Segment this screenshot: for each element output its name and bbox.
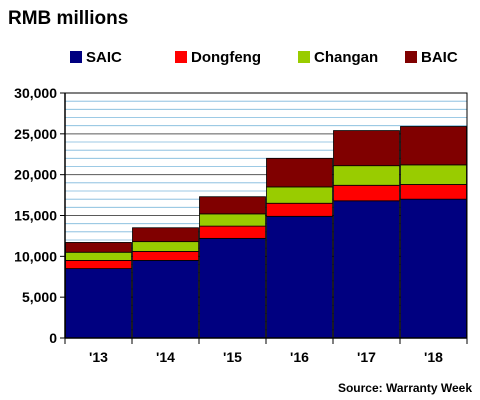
- x-tick-label: '17: [357, 349, 376, 365]
- x-tick-label: '16: [290, 349, 309, 365]
- bar-segment-changan-2: [199, 213, 266, 227]
- bar-segment-baic-3: [266, 157, 333, 188]
- bar-segment-dongfeng-0: [65, 260, 132, 269]
- x-tick-label: '15: [223, 349, 242, 365]
- bar-segment-saic-0: [65, 268, 132, 339]
- legend-swatch-saic: [70, 51, 82, 63]
- legend-swatch-changan: [298, 51, 310, 63]
- y-tick-label: 30,000: [14, 85, 57, 101]
- x-axis-ticks: '13 '14 '15 '16 '17 '18: [64, 338, 468, 365]
- bar-segment-dongfeng-3: [266, 202, 333, 217]
- bar-segment-dongfeng-4: [333, 184, 400, 202]
- bar-segment-baic-1: [132, 227, 199, 243]
- bar-segment-changan-4: [333, 165, 400, 186]
- bar-segment-dongfeng-5: [400, 184, 467, 200]
- y-tick-label: 25,000: [14, 126, 57, 142]
- bar-segment-changan-5: [400, 164, 467, 185]
- gridlines: [65, 92, 467, 339]
- x-tick-label: '13: [89, 349, 108, 365]
- y-tick-label: 5,000: [22, 289, 57, 305]
- bar-segment-dongfeng-1: [132, 251, 199, 261]
- bar-segment-saic-2: [199, 237, 266, 339]
- bar-segment-baic-4: [333, 130, 400, 167]
- y-axis-ticks: 0 5,000 10,000 15,000 20,000 25,000 30,000: [14, 85, 65, 346]
- bar-segment-changan-3: [266, 186, 333, 204]
- y-tick-label: 0: [49, 330, 57, 346]
- legend-label-saic: SAIC: [86, 49, 122, 66]
- x-tick-label: '18: [424, 349, 443, 365]
- legend: SAIC Dongfeng Changan BAIC: [70, 49, 458, 66]
- y-tick-label: 20,000: [14, 167, 57, 183]
- bar-segment-dongfeng-2: [199, 225, 266, 239]
- bar-segment-baic-5: [400, 126, 467, 166]
- y-tick-label: 15,000: [14, 208, 57, 224]
- bar-segment-baic-2: [199, 196, 266, 215]
- bars: [65, 126, 467, 339]
- bar-segment-saic-1: [132, 260, 199, 339]
- bar-segment-saic-4: [333, 200, 400, 339]
- source-note: Source: Warranty Week: [338, 381, 472, 395]
- legend-swatch-baic: [405, 51, 417, 63]
- bar-segment-baic-0: [65, 242, 132, 253]
- y-tick-label: 10,000: [14, 248, 57, 264]
- legend-swatch-dongfeng: [175, 51, 187, 63]
- legend-label-changan: Changan: [314, 49, 378, 66]
- legend-label-baic: BAIC: [421, 49, 458, 66]
- chart-title: RMB millions: [8, 8, 128, 29]
- legend-label-dongfeng: Dongfeng: [191, 49, 261, 66]
- bar-segment-changan-0: [65, 251, 132, 261]
- bar-segment-saic-5: [400, 198, 467, 339]
- bar-segment-changan-1: [132, 241, 199, 252]
- bar-segment-saic-3: [266, 215, 333, 339]
- x-tick-label: '14: [156, 349, 175, 365]
